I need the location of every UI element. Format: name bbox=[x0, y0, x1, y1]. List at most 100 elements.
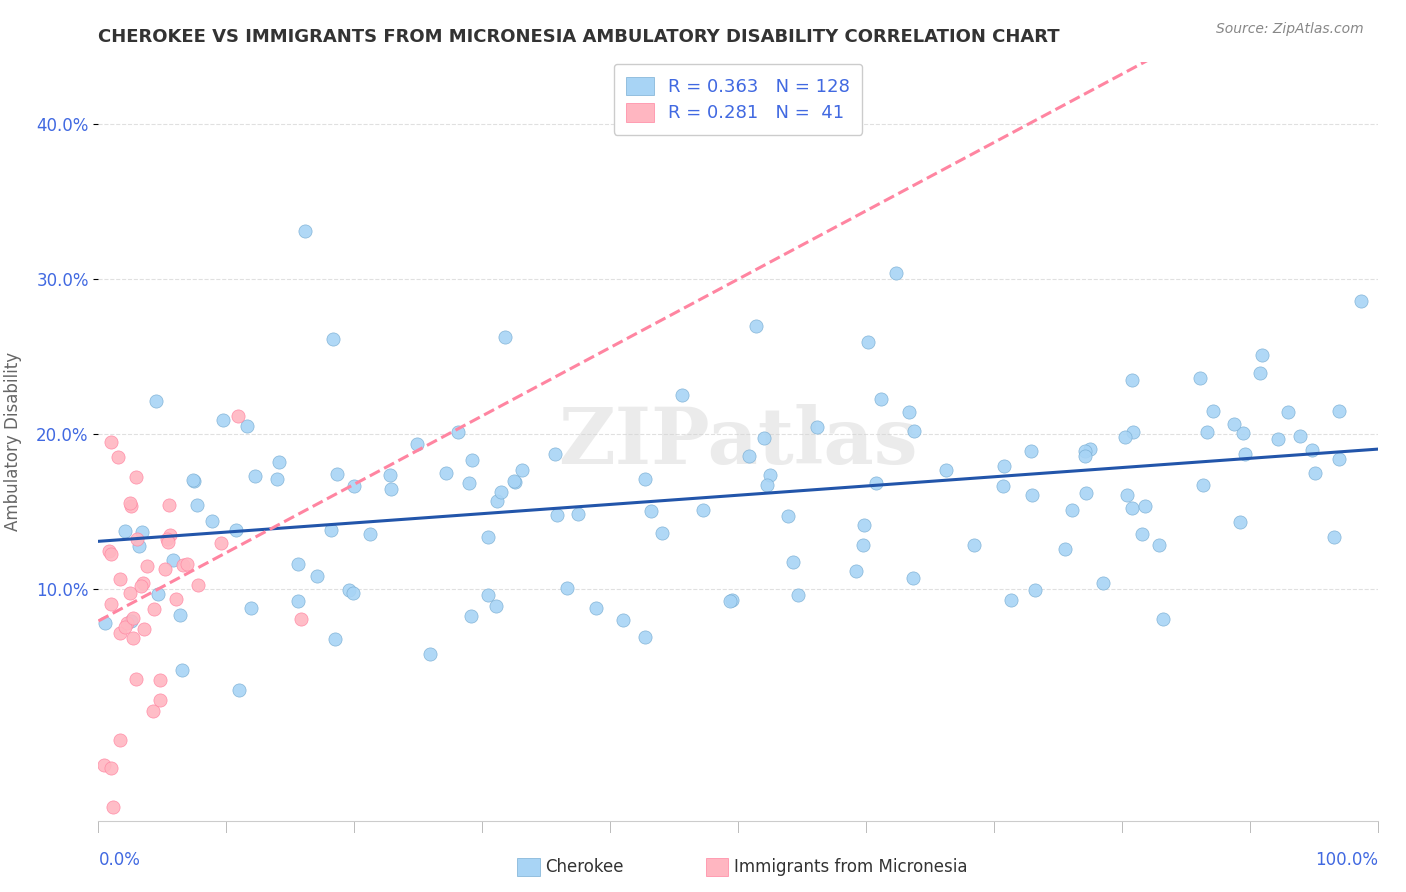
Point bbox=[380, 482, 402, 496]
Point bbox=[718, 594, 741, 608]
Point bbox=[460, 609, 482, 624]
Point bbox=[503, 475, 526, 489]
Point bbox=[1054, 542, 1077, 557]
Point bbox=[94, 616, 117, 631]
Point bbox=[157, 535, 180, 549]
Point bbox=[146, 586, 169, 600]
Text: Immigrants from Micronesia: Immigrants from Micronesia bbox=[734, 858, 967, 876]
Point bbox=[738, 449, 761, 463]
Point bbox=[1114, 430, 1136, 444]
Point bbox=[434, 467, 457, 481]
Point bbox=[585, 600, 607, 615]
Point bbox=[93, 757, 115, 772]
Point bbox=[778, 509, 800, 524]
Point bbox=[1021, 488, 1043, 502]
Point bbox=[97, 544, 120, 558]
Point bbox=[240, 601, 263, 615]
Point bbox=[228, 409, 250, 423]
Point bbox=[865, 475, 887, 490]
Point bbox=[149, 673, 172, 687]
Point bbox=[544, 447, 567, 461]
Point bbox=[100, 597, 122, 611]
Point bbox=[128, 539, 150, 553]
Point bbox=[1024, 582, 1046, 597]
Point bbox=[287, 558, 309, 572]
Point bbox=[477, 530, 499, 544]
Legend: R = 0.363   N = 128, R = 0.281   N =  41: R = 0.363 N = 128, R = 0.281 N = 41 bbox=[614, 64, 862, 135]
Point bbox=[100, 434, 122, 449]
Point bbox=[186, 498, 208, 512]
Point bbox=[1115, 488, 1137, 502]
Point bbox=[640, 504, 662, 518]
Point bbox=[1202, 404, 1225, 418]
Point bbox=[1323, 531, 1346, 545]
Point bbox=[485, 599, 508, 614]
Point bbox=[165, 592, 187, 607]
Point bbox=[494, 330, 516, 344]
Text: ZIPatlas: ZIPatlas bbox=[558, 403, 918, 480]
Point bbox=[127, 532, 149, 546]
Point bbox=[290, 612, 312, 626]
Point bbox=[993, 459, 1015, 474]
Point bbox=[963, 537, 986, 551]
Point bbox=[856, 334, 879, 349]
Point bbox=[903, 424, 925, 438]
Text: Cherokee: Cherokee bbox=[546, 858, 624, 876]
Point bbox=[721, 592, 744, 607]
Point bbox=[1060, 503, 1083, 517]
Point bbox=[756, 478, 779, 492]
Point bbox=[322, 332, 344, 346]
Point bbox=[692, 503, 714, 517]
Point bbox=[1147, 538, 1170, 552]
Point bbox=[287, 594, 309, 608]
Point bbox=[125, 672, 148, 686]
Point bbox=[157, 498, 180, 512]
Point bbox=[1232, 426, 1254, 441]
Point bbox=[845, 564, 868, 578]
Point bbox=[267, 455, 290, 469]
Point bbox=[787, 588, 810, 602]
Point bbox=[172, 558, 194, 572]
Point bbox=[323, 632, 346, 646]
Point bbox=[1078, 442, 1101, 457]
Point bbox=[107, 450, 129, 464]
Point bbox=[901, 571, 924, 585]
Point bbox=[503, 475, 526, 490]
Point bbox=[118, 496, 141, 510]
Point bbox=[378, 468, 401, 483]
Point bbox=[1233, 447, 1256, 461]
Point bbox=[1267, 433, 1289, 447]
Point bbox=[1249, 367, 1271, 381]
Point bbox=[145, 393, 167, 408]
Point bbox=[884, 266, 907, 280]
Point bbox=[131, 524, 153, 539]
Text: 0.0%: 0.0% bbox=[98, 851, 141, 869]
Point bbox=[1121, 372, 1143, 386]
Point bbox=[110, 572, 132, 586]
Point bbox=[458, 475, 481, 490]
Point bbox=[114, 619, 136, 633]
Point bbox=[1327, 404, 1350, 418]
Point bbox=[120, 614, 142, 628]
Point bbox=[1289, 429, 1312, 443]
Point bbox=[228, 683, 250, 698]
Point bbox=[235, 419, 257, 434]
Point bbox=[142, 601, 165, 615]
Point bbox=[1153, 612, 1175, 626]
Point bbox=[337, 582, 360, 597]
Point bbox=[159, 528, 181, 542]
Point bbox=[759, 468, 782, 483]
Point bbox=[489, 485, 512, 500]
Point bbox=[1074, 450, 1097, 464]
Point bbox=[1133, 499, 1156, 513]
Point bbox=[142, 704, 165, 718]
Point bbox=[343, 479, 366, 493]
Point bbox=[169, 607, 191, 622]
Point bbox=[447, 425, 470, 440]
Point bbox=[1250, 348, 1272, 362]
Point bbox=[1229, 515, 1251, 529]
Point bbox=[1303, 467, 1326, 481]
Text: CHEROKEE VS IMMIGRANTS FROM MICRONESIA AMBULATORY DISABILITY CORRELATION CHART: CHEROKEE VS IMMIGRANTS FROM MICRONESIA A… bbox=[98, 28, 1060, 45]
Point bbox=[991, 479, 1014, 493]
Point bbox=[114, 524, 136, 538]
